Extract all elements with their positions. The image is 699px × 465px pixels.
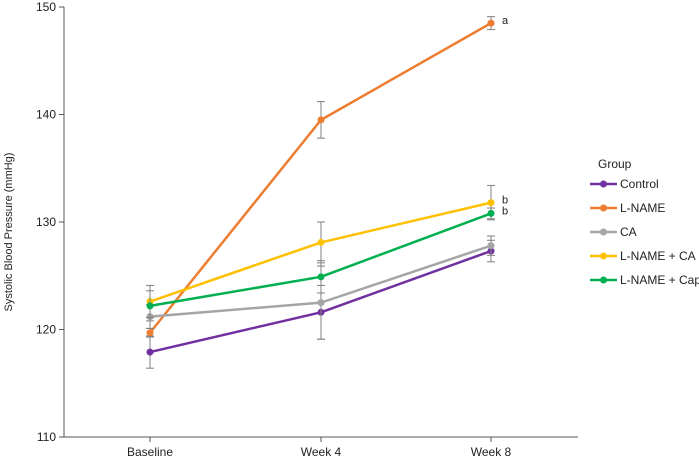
data-point bbox=[487, 199, 495, 207]
x-tick-label: Week 8 bbox=[471, 445, 512, 459]
legend-item: CA bbox=[590, 225, 637, 239]
x-tick-label: Week 4 bbox=[301, 445, 342, 459]
legend-swatch-marker bbox=[600, 228, 607, 236]
y-tick-label: 120 bbox=[36, 323, 56, 337]
y-tick-label: 130 bbox=[36, 215, 56, 229]
data-point bbox=[487, 242, 495, 250]
x-tick-label: Baseline bbox=[127, 445, 173, 459]
legend-item: L-NAME + Cap bbox=[590, 273, 699, 287]
legend-swatch-marker bbox=[600, 180, 607, 188]
legend-swatch-marker bbox=[600, 276, 607, 284]
data-point bbox=[487, 19, 495, 27]
legend: Group Control L-NAME CA L-NAME + CA L-NAME +… bbox=[590, 157, 699, 287]
data-point bbox=[487, 209, 495, 217]
data-point bbox=[317, 238, 325, 246]
annotation-label: b bbox=[502, 195, 508, 207]
legend-label: CA bbox=[620, 225, 637, 239]
legend-swatch-marker bbox=[600, 204, 607, 212]
plot-area: a bb bbox=[146, 15, 509, 369]
data-point bbox=[146, 329, 154, 337]
series-l-name: a bbox=[146, 15, 509, 338]
y-tick-label: 150 bbox=[36, 0, 56, 14]
data-point bbox=[317, 273, 325, 281]
legend-item: L-NAME bbox=[590, 201, 665, 215]
legend-label: L-NAME + Cap bbox=[620, 273, 699, 287]
legend-item: Control bbox=[590, 177, 659, 191]
annotation-label: a bbox=[502, 15, 509, 27]
data-point bbox=[317, 299, 325, 307]
legend-swatch-marker bbox=[600, 252, 607, 260]
annotation-label: b bbox=[502, 205, 508, 217]
axes: 110 120 130 140 150 Baseline Week 4 Week 8 bbox=[36, 0, 578, 459]
data-point bbox=[317, 116, 325, 124]
legend-label: Control bbox=[620, 177, 659, 191]
y-axis-label: Systolic Blood Pressure (mmHg) bbox=[3, 153, 15, 312]
legend-label: L-NAME + CA bbox=[620, 249, 696, 263]
legend-title: Group bbox=[598, 157, 632, 171]
y-tick-label: 110 bbox=[37, 430, 56, 444]
series-l-name-cap: b bbox=[146, 205, 508, 322]
legend-item: L-NAME + CA bbox=[590, 249, 696, 263]
data-point bbox=[146, 302, 154, 310]
y-tick-label: 140 bbox=[36, 108, 56, 122]
data-point bbox=[146, 348, 154, 356]
legend-label: L-NAME bbox=[620, 201, 665, 215]
